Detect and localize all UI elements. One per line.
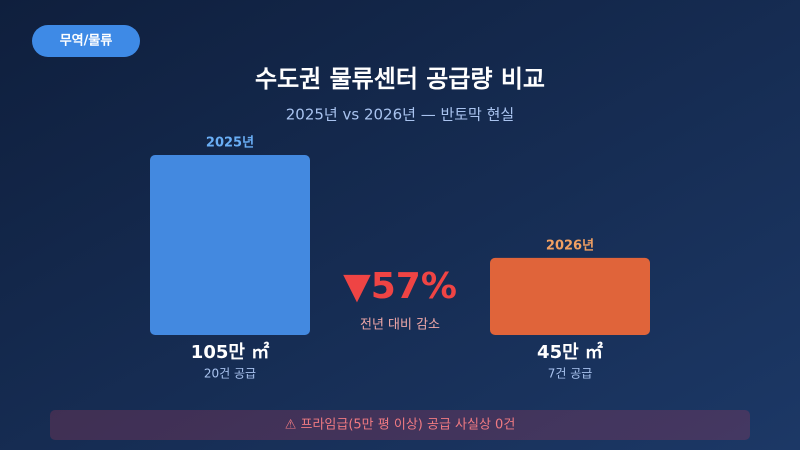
badge bbox=[32, 25, 140, 57]
footer-text: ⚠ 프라임급(5만 평 이상) 공급 사실상 0건 bbox=[285, 418, 516, 433]
sub-label: 7건 공급 bbox=[548, 367, 593, 381]
chart-title: 수도권 물류센터 공급량 비교 bbox=[255, 65, 545, 93]
category-label: 2025년 bbox=[206, 136, 254, 151]
category-label: 2026년 bbox=[546, 238, 594, 253]
footer-box bbox=[50, 410, 750, 440]
bar bbox=[150, 155, 310, 335]
value-label: 45만 ㎡ bbox=[537, 341, 603, 363]
bar bbox=[490, 257, 650, 335]
change-note: 전년 대비 감소 bbox=[360, 318, 440, 333]
chart-subtitle: 2025년 vs 2026년 — 반토막 현실 bbox=[286, 106, 514, 124]
change-label: ▼57% bbox=[343, 266, 457, 307]
sub-label: 20건 공급 bbox=[204, 367, 256, 381]
value-label: 105만 ㎡ bbox=[191, 341, 269, 363]
badge-text: 무역/물류 bbox=[60, 33, 113, 49]
